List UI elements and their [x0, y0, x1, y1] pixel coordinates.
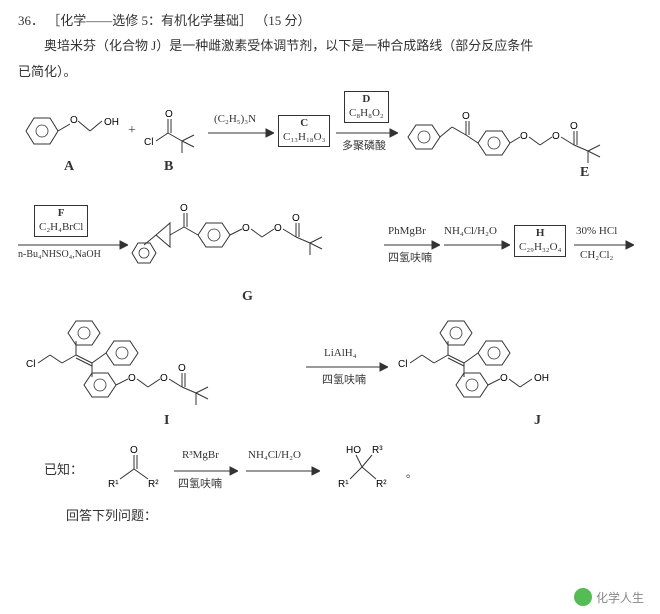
svg-text:O: O — [70, 115, 78, 126]
box-d: D C₈H₈O₂ — [344, 91, 389, 123]
question-bracket: ［化学——选修 5：有机化学基础］ — [47, 13, 252, 28]
label-b: B — [164, 159, 173, 175]
svg-text:O: O — [500, 373, 508, 384]
svg-text:OH: OH — [104, 117, 119, 128]
generic-product: HO R³ R¹ R² — [328, 437, 408, 491]
gen-reagent-2: NH₄Cl/H₂O — [248, 449, 301, 461]
svg-text:R²: R² — [148, 479, 159, 489]
reagent-3: n-Bu₄NHSO₄,NaOH — [18, 249, 101, 260]
svg-text:O: O — [520, 131, 528, 142]
svg-text:O: O — [160, 373, 168, 384]
reagent-4-top: PhMgBr — [388, 225, 426, 237]
formula-c: C₁₃H₁₈O₃ — [283, 131, 325, 143]
intro-line-2: 已简化）。 — [18, 61, 642, 83]
svg-text:Cl: Cl — [26, 359, 35, 370]
label-d: D — [362, 93, 370, 105]
reagent-1: (C₂H₅)₃N — [214, 113, 256, 125]
svg-text:O: O — [552, 131, 560, 142]
answer-prompt: 回答下列问题： — [66, 505, 157, 524]
compound-j-structure: Cl O OH — [394, 301, 634, 411]
svg-text:O: O — [178, 363, 186, 374]
reagent-7-bot: 四氢呋喃 — [322, 371, 366, 387]
svg-text:O: O — [570, 121, 578, 132]
watermark-text: 化学人生 — [596, 589, 644, 606]
arrow-gen-2 — [246, 465, 320, 477]
arrow-5 — [444, 239, 510, 251]
formula-h: C₂₉H₃₂O₄ — [519, 241, 561, 253]
compound-i-structure: Cl O O O — [22, 301, 324, 411]
svg-text:R¹: R¹ — [108, 479, 119, 489]
watermark-icon — [574, 588, 592, 606]
question-header: 36． ［化学——选修 5：有机化学基础］ （15 分） — [18, 10, 642, 29]
compound-b-structure: Cl O — [142, 105, 202, 155]
svg-text:Cl: Cl — [144, 137, 153, 148]
generic-ketone: O R¹ R² — [100, 439, 170, 489]
compound-e-structure: O O O O — [402, 93, 640, 171]
label-e: E — [580, 165, 589, 181]
svg-text:O: O — [462, 111, 470, 122]
formula-d: C₈H₈O₂ — [349, 107, 384, 119]
box-f: F C₂H₄BrCl — [34, 205, 88, 237]
svg-text:O: O — [180, 203, 188, 214]
svg-text:HO: HO — [346, 445, 361, 456]
reaction-scheme: O OH A + Cl O B (C₂H₅)₃N C C₁₃H₁₈O₃ — [18, 87, 642, 557]
svg-text:R²: R² — [376, 479, 387, 490]
label-a: A — [64, 159, 74, 175]
svg-text:O: O — [165, 109, 173, 120]
gen-reagent-1: R³MgBr — [182, 449, 219, 461]
watermark: 化学人生 — [574, 588, 644, 606]
svg-text:OH: OH — [534, 373, 549, 384]
label-j: J — [534, 413, 541, 429]
label-f: F — [58, 207, 65, 219]
reagent-4-bot: 四氢呋喃 — [388, 249, 432, 265]
intro-line-1: 奥培米芬（化合物 J）是一种雌激素受体调节剂，以下是一种合成路线（部分反应条件 — [18, 35, 642, 57]
plus-sign: + — [128, 123, 136, 139]
compound-a-structure: O OH — [18, 109, 140, 153]
label-h: H — [536, 227, 545, 239]
label-c: C — [300, 117, 308, 129]
formula-f: C₂H₄BrCl — [39, 221, 83, 233]
reagent-6-bot: CH₂Cl₂ — [580, 249, 613, 261]
reagent-2: 多聚磷酸 — [342, 137, 386, 153]
svg-text:O: O — [274, 223, 282, 234]
box-c: C C₁₃H₁₈O₃ — [278, 115, 330, 147]
svg-text:O: O — [242, 223, 250, 234]
compound-g-structure: O O O O — [130, 191, 382, 287]
question-points: （15 分） — [255, 13, 310, 28]
reagent-7-top: LiAlH₄ — [324, 347, 357, 359]
question-number: 36． — [18, 13, 44, 28]
svg-text:R³: R³ — [372, 445, 383, 456]
label-i: I — [164, 413, 169, 429]
box-h: H C₂₉H₃₂O₄ — [514, 225, 566, 257]
svg-text:O: O — [292, 213, 300, 224]
gen-reagent-1b: 四氢呋喃 — [178, 475, 222, 491]
svg-text:O: O — [130, 445, 138, 456]
reagent-6-top: 30% HCl — [576, 225, 617, 237]
reagent-5-top: NH₄Cl/H₂O — [444, 225, 497, 237]
svg-text:O: O — [128, 373, 136, 384]
arrow-1 — [208, 127, 274, 139]
period: 。 — [406, 465, 417, 481]
svg-text:Cl: Cl — [398, 359, 407, 370]
known-prefix: 已知： — [44, 459, 83, 478]
svg-text:R¹: R¹ — [338, 479, 349, 490]
